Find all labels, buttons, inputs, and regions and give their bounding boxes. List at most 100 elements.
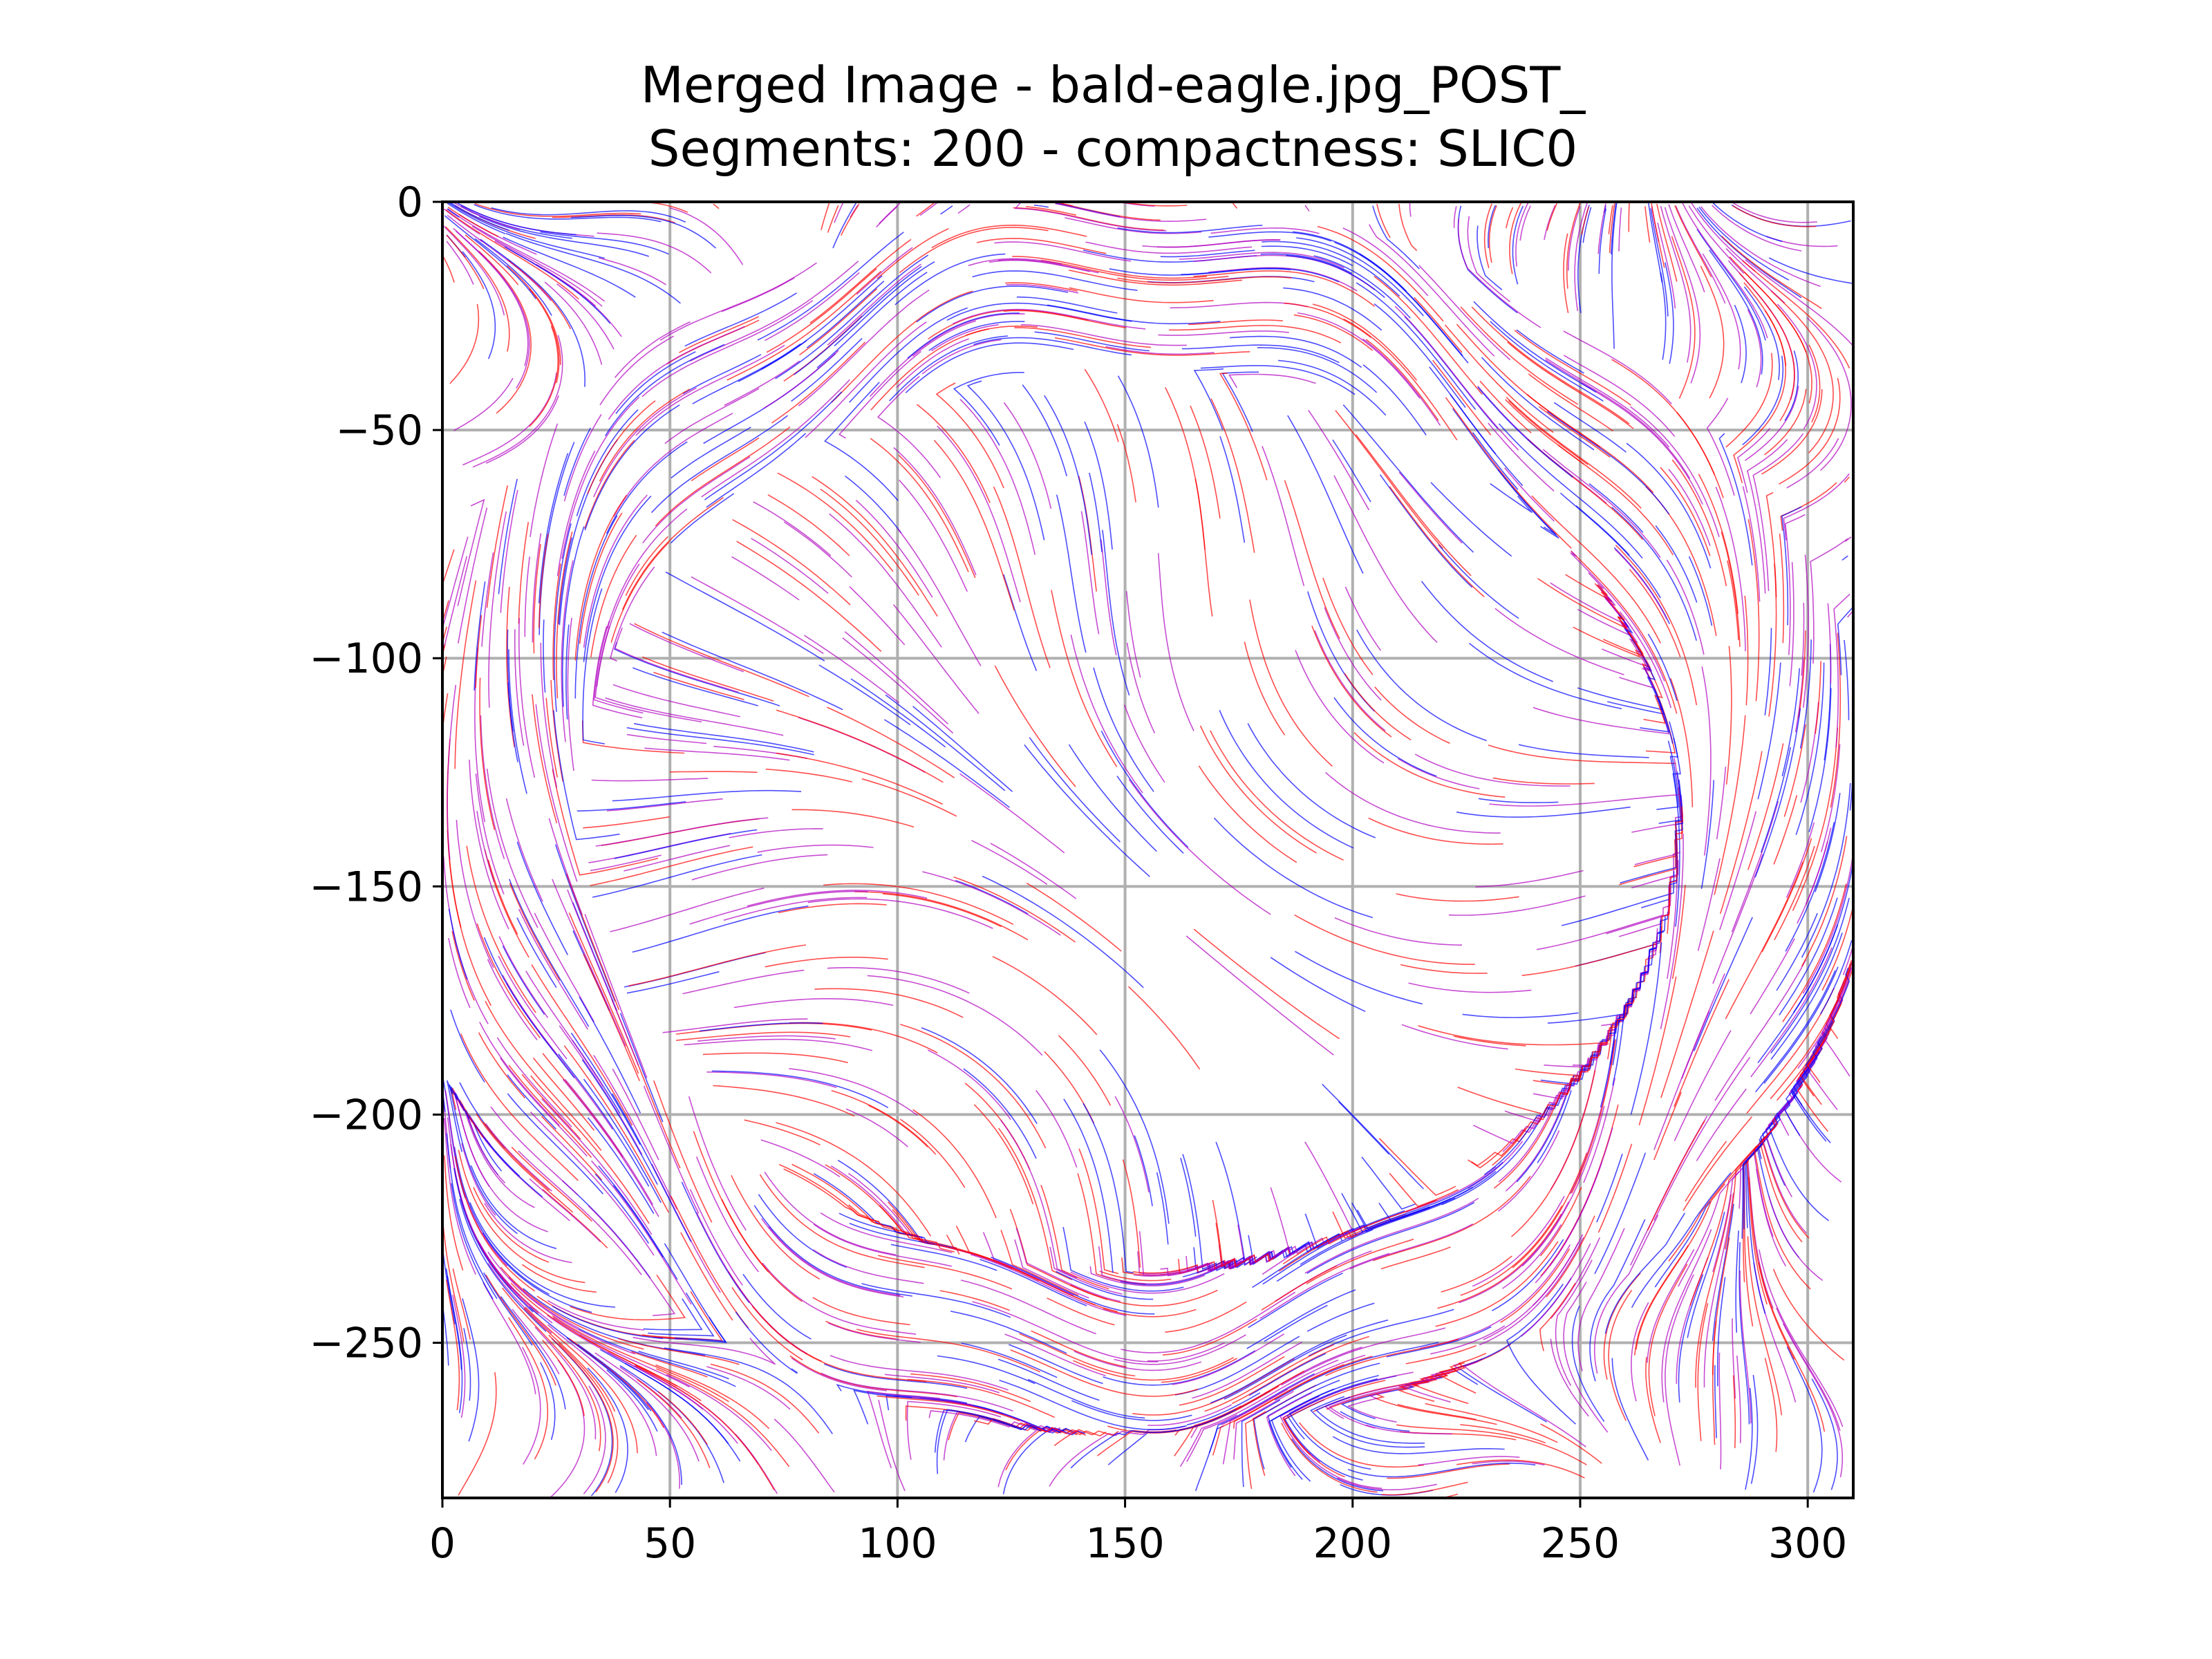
stream-line bbox=[1356, 629, 1487, 742]
stream-line bbox=[1784, 350, 1799, 422]
stream-line bbox=[476, 811, 495, 883]
stream-line bbox=[442, 255, 455, 283]
stream-line bbox=[1638, 976, 1677, 1126]
stream-line bbox=[671, 427, 751, 479]
stream-line bbox=[608, 326, 745, 420]
stream-line bbox=[1188, 319, 1283, 326]
stream-line bbox=[447, 214, 483, 243]
stream-line bbox=[827, 205, 839, 233]
stream-line bbox=[1103, 1308, 1197, 1318]
stream-line bbox=[1521, 936, 1658, 976]
stream-line bbox=[1460, 306, 1579, 405]
stream-line bbox=[506, 586, 515, 747]
stream-line bbox=[500, 489, 518, 613]
stream-line bbox=[1128, 779, 1271, 915]
stream-line bbox=[747, 890, 928, 907]
stream-line bbox=[442, 656, 447, 671]
stream-line bbox=[751, 1306, 927, 1382]
stream-line bbox=[1830, 632, 1841, 808]
stream-line bbox=[1712, 854, 1764, 984]
stream-line bbox=[1157, 553, 1194, 731]
stream-line bbox=[1784, 514, 1806, 655]
stream-line bbox=[922, 871, 1061, 936]
stream-line bbox=[1381, 1481, 1468, 1496]
stream-line bbox=[451, 930, 475, 1001]
stream-line bbox=[955, 879, 1029, 915]
stream-line bbox=[1695, 1194, 1732, 1388]
stream-line bbox=[820, 1212, 953, 1253]
stream-line bbox=[1472, 1196, 1565, 1287]
stream-line bbox=[1656, 721, 1679, 810]
stream-line bbox=[1099, 1049, 1170, 1224]
stream-line bbox=[1746, 1160, 1768, 1305]
stream-line bbox=[838, 350, 921, 439]
stream-line bbox=[614, 627, 739, 693]
stream-line bbox=[1653, 1056, 1751, 1221]
stream-line bbox=[1589, 1219, 1646, 1382]
stream-line bbox=[1819, 940, 1853, 1015]
stream-line bbox=[1070, 1284, 1218, 1307]
stream-line bbox=[547, 1324, 657, 1456]
stream-line bbox=[1232, 1335, 1369, 1405]
stream-line bbox=[1709, 250, 1763, 375]
stream-line bbox=[832, 202, 857, 249]
stream-line bbox=[1550, 582, 1628, 626]
stream-line bbox=[1009, 1344, 1103, 1385]
stream-line bbox=[684, 292, 797, 347]
stream-line bbox=[1603, 1273, 1641, 1380]
stream-line bbox=[1701, 666, 1712, 856]
stream-line bbox=[1284, 480, 1340, 639]
stream-line bbox=[970, 1254, 1127, 1316]
stream-line bbox=[1029, 737, 1121, 843]
stream-line bbox=[1577, 687, 1663, 711]
y-axis: 0 −50 −100 −150 −200 −250 bbox=[309, 178, 442, 1368]
stream-line bbox=[935, 382, 1004, 489]
stream-line bbox=[540, 642, 558, 788]
stream-line bbox=[449, 202, 509, 232]
stream-line bbox=[1542, 449, 1661, 559]
stream-line bbox=[1210, 1319, 1389, 1404]
stream-line bbox=[1518, 744, 1649, 758]
stream-line bbox=[1430, 482, 1512, 557]
stream-line bbox=[1099, 1271, 1172, 1282]
stream-line bbox=[1117, 225, 1263, 234]
stream-line bbox=[1512, 1152, 1588, 1268]
stream-line bbox=[1492, 777, 1595, 785]
stream-line bbox=[643, 1085, 700, 1214]
stream-line bbox=[1286, 254, 1385, 299]
stream-line bbox=[1844, 639, 1850, 720]
stream-line bbox=[1219, 435, 1246, 543]
stream-line bbox=[1725, 861, 1803, 1020]
stream-line bbox=[1764, 1358, 1778, 1452]
stream-line bbox=[458, 1372, 497, 1496]
stream-line bbox=[695, 1156, 760, 1273]
stream-line bbox=[1735, 1230, 1739, 1333]
stream-line bbox=[965, 325, 1038, 337]
stream-line bbox=[626, 971, 720, 994]
stream-line bbox=[1521, 1105, 1605, 1267]
stream-line bbox=[1453, 1035, 1526, 1047]
stream-line bbox=[1044, 395, 1093, 555]
stream-line bbox=[953, 372, 1024, 446]
stream-line bbox=[641, 299, 814, 397]
stream-line bbox=[697, 1035, 836, 1042]
stream-line bbox=[912, 706, 1013, 792]
stream-line bbox=[540, 231, 669, 255]
stream-line bbox=[936, 1409, 1038, 1474]
stream-line bbox=[563, 427, 592, 496]
stream-line bbox=[1283, 1380, 1386, 1455]
stream-line bbox=[1015, 1228, 1121, 1302]
stream-line bbox=[1126, 642, 1156, 734]
stream-line bbox=[997, 1358, 1100, 1401]
stream-line bbox=[1182, 1154, 1244, 1272]
stream-line bbox=[607, 1351, 738, 1444]
stream-line bbox=[1347, 1462, 1536, 1478]
stream-line bbox=[849, 307, 968, 403]
stream-line bbox=[1504, 467, 1555, 522]
stream-line bbox=[1714, 1365, 1717, 1438]
stream-line bbox=[635, 344, 785, 436]
stream-line bbox=[1040, 1185, 1109, 1290]
stream-line bbox=[508, 649, 527, 794]
stream-line bbox=[584, 914, 648, 1078]
